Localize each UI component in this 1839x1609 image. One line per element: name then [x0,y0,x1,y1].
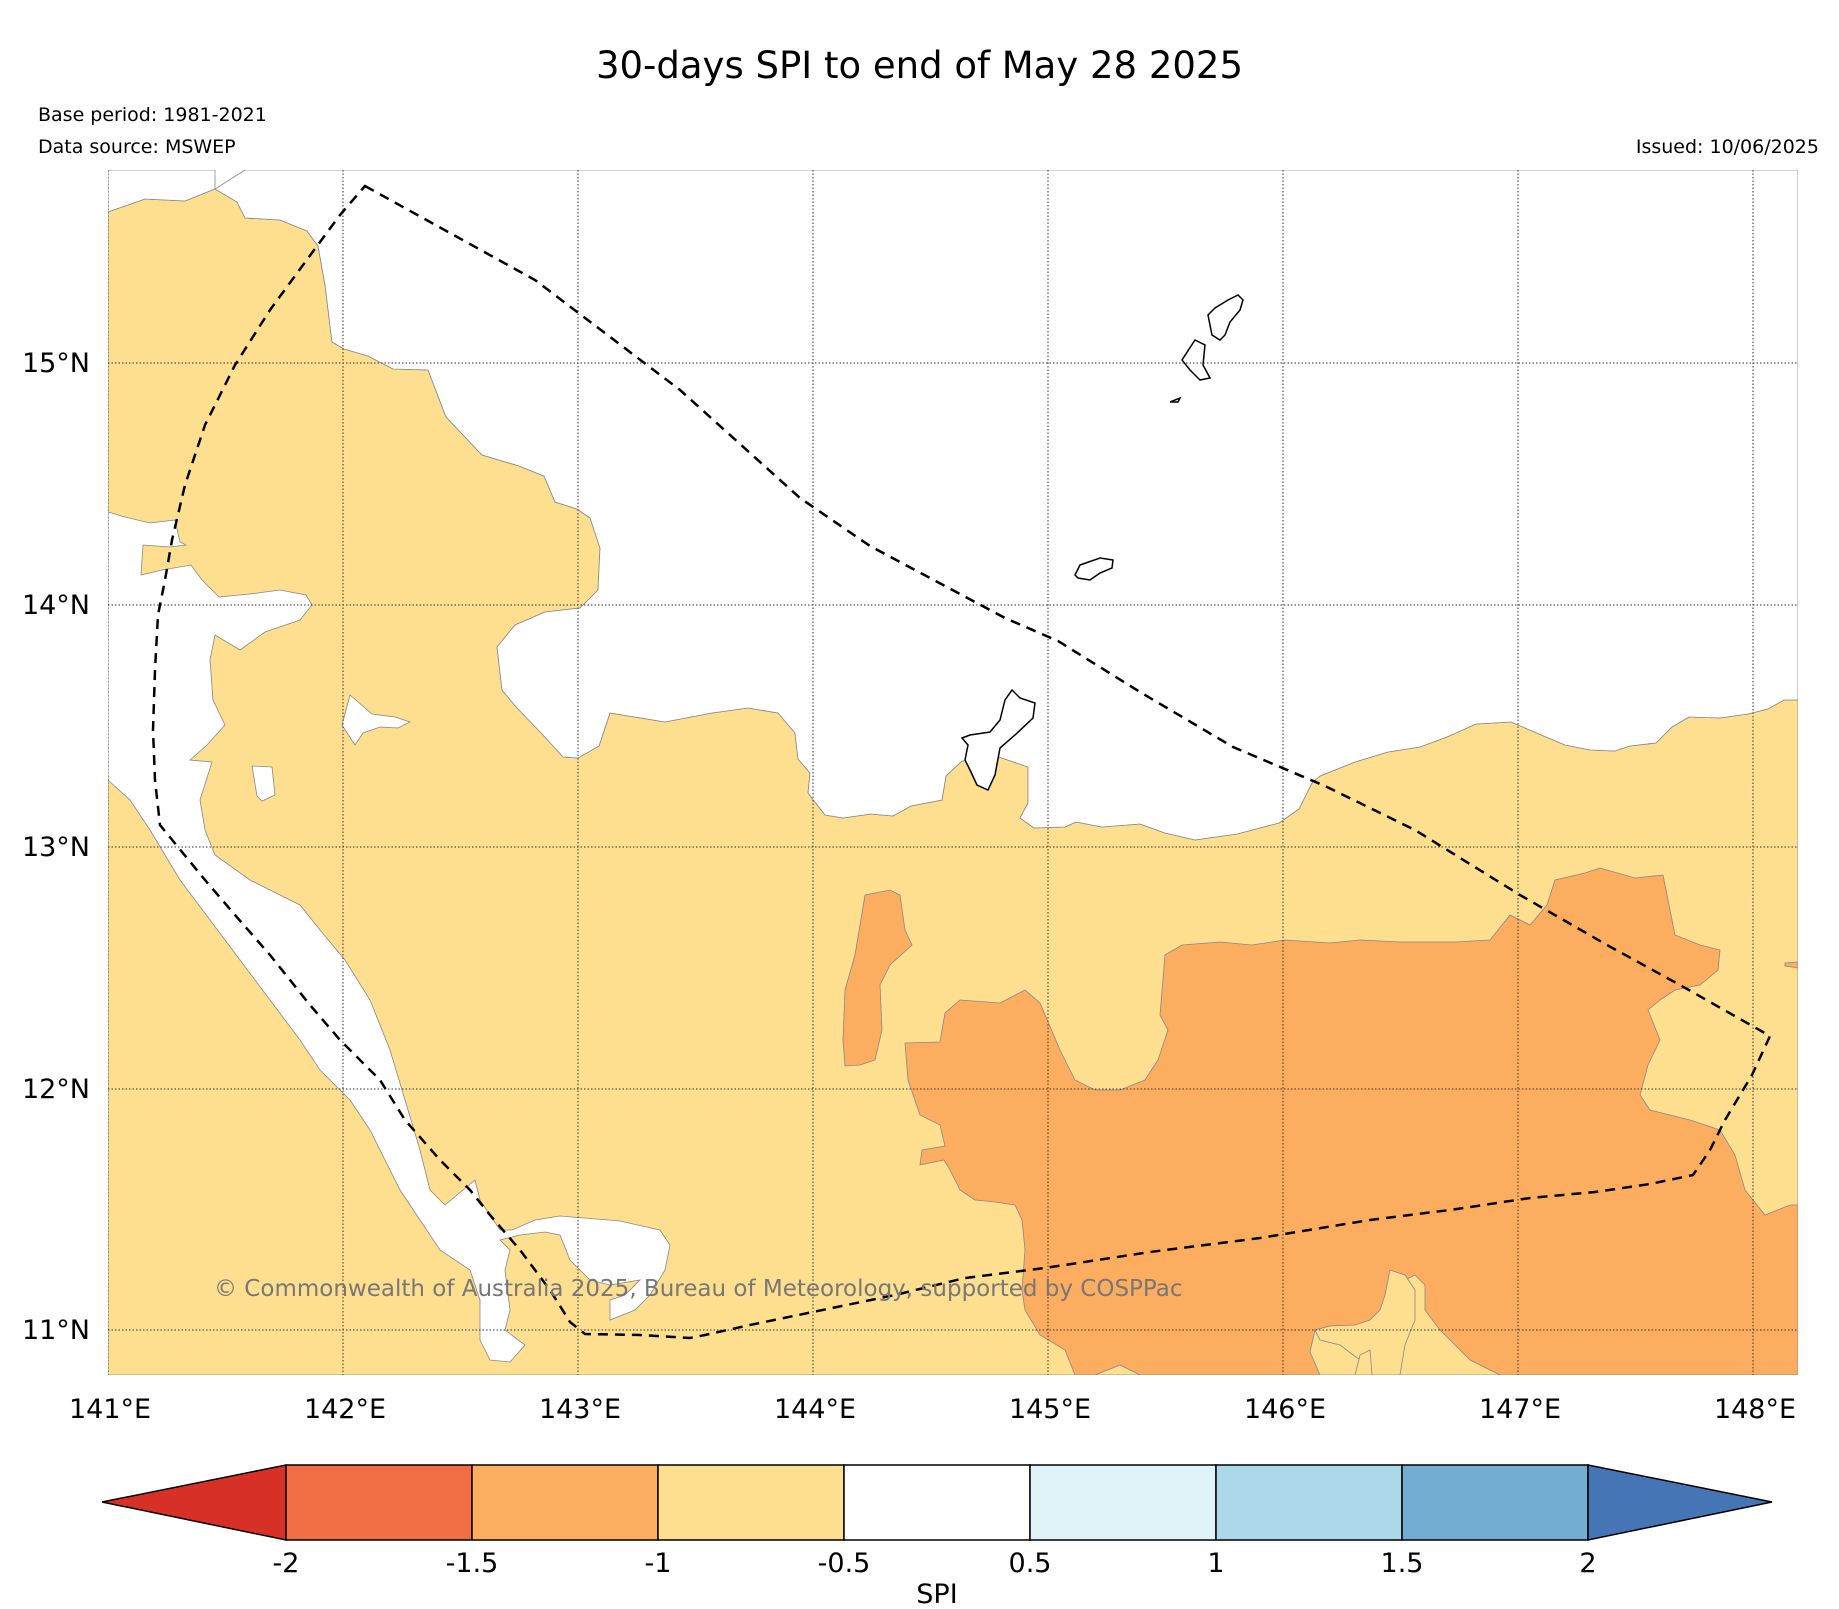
data-source: Data source: MSWEP [38,136,236,158]
gap-northwest [108,170,216,213]
lon-label: 145°E [1009,1394,1091,1425]
colorbar-bin [1029,1464,1217,1541]
colorbar-ticks: -2 -1.5 -1 -0.5 0.5 1 1.5 2 [273,1548,1597,1579]
colorbar-tick-label: -0.5 [818,1548,871,1579]
gap-small-lake [251,765,276,802]
lon-label: 144°E [774,1394,856,1425]
spi-region-light-small [1354,1349,1373,1375]
colorbar-tick-label: -2 [273,1548,300,1579]
lon-label: 141°E [69,1394,151,1425]
colorbar-label: SPI [916,1579,957,1609]
colorbar-bin [657,1464,845,1541]
eez-boundary [151,184,1772,1340]
island-rota [1074,557,1114,581]
colorbar-extend-low [101,1464,287,1541]
latitude-labels: 15°N 14°N 13°N 12°N 11°N [22,348,90,1346]
colorbar [101,1464,1773,1541]
graticule [108,170,1798,1375]
gap-west-coast [108,511,671,1363]
colorbar-tick-label: 1 [1207,1548,1224,1579]
island-saipan [1207,294,1244,341]
longitude-labels: 141°E 142°E 143°E 144°E 145°E 146°E 147°… [69,1394,1796,1425]
island-tinian [1181,339,1212,381]
colorbar-bin [471,1464,659,1541]
map-area [108,170,1798,1375]
colorbar-bin [285,1464,473,1541]
lat-label: 15°N [22,348,90,379]
island-aguijan [1169,396,1182,403]
lon-label: 143°E [539,1394,621,1425]
colorbar-tick-label: 2 [1579,1548,1596,1579]
gap-interior [341,694,412,746]
lon-label: 148°E [1714,1394,1796,1425]
colorbar-bin [1215,1464,1403,1541]
spi-region-orange-west [842,889,913,1067]
lat-label: 13°N [22,832,90,863]
colorbar-tick-label: -1 [645,1548,672,1579]
colorbar-tick-label: -1.5 [446,1548,499,1579]
colorbar-bin [1401,1464,1589,1541]
lat-label: 12°N [22,1074,90,1105]
lat-label: 11°N [22,1315,90,1346]
issued-date: Issued: 10/06/2025 [1635,136,1819,158]
spi-region-orange-dot [1784,961,1798,969]
colorbar-bin [843,1464,1031,1541]
base-period: Base period: 1981-2021 [38,104,267,126]
lon-label: 147°E [1479,1394,1561,1425]
island-guam [960,688,1036,791]
colorbar-tick-label: 0.5 [1009,1548,1052,1579]
colorbar-extend-high [1587,1464,1773,1541]
spi-region-orange-main [904,867,1798,1375]
lon-label: 142°E [304,1394,386,1425]
colorbar-tick-label: 1.5 [1381,1548,1424,1579]
copyright-text: © Commonwealth of Australia 2025, Bureau… [214,1276,1183,1302]
map-title: 30-days SPI to end of May 28 2025 [595,44,1244,87]
spi-region-light-island [1314,1269,1416,1375]
lon-label: 146°E [1244,1394,1326,1425]
lat-label: 14°N [22,590,90,621]
